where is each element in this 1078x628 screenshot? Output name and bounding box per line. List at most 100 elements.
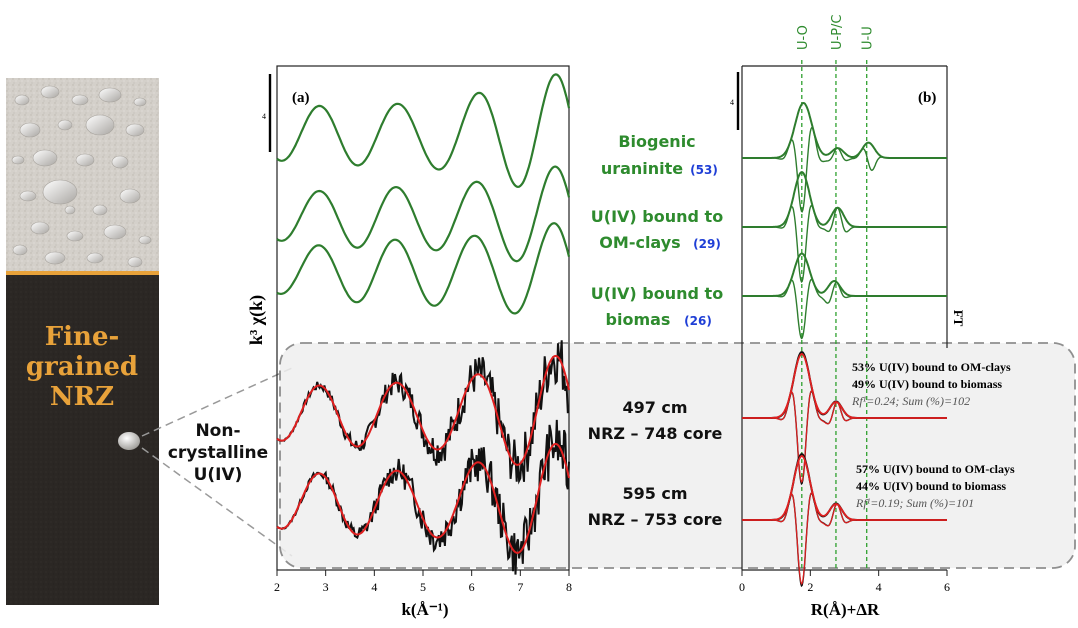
bubble-20 [138, 235, 152, 245]
bubble-4 [133, 97, 147, 107]
fit-1-line3: Rf¹=0.19; Sum (%)=101 [855, 496, 974, 510]
core-interface-line [6, 271, 159, 275]
panel-a-fit-curve-1 [276, 442, 570, 554]
panel-a-tick-label-1: 3 [323, 580, 329, 594]
ref-label-0: Biogenic uraninite (53) [601, 132, 718, 178]
fit-0-line1: 53% U(IV) bound to OM-clays [852, 360, 1011, 374]
panel-a-ref-curve-0 [276, 73, 571, 189]
sample-1-depth: 595 cm [622, 484, 687, 503]
core-bubbles [11, 85, 152, 268]
fit-0-line3: Rf¹=0.24; Sum (%)=102 [851, 394, 970, 408]
callout-text-line3: U(IV) [194, 465, 243, 485]
panel-b-ref-mag-1 [742, 171, 947, 228]
bubble-15 [119, 188, 141, 204]
bubble-11 [75, 153, 95, 167]
panel-b-scale-label: 4 [730, 98, 734, 107]
panel-b-ref-mag-2 [742, 252, 947, 297]
ref-0-citation: (53) [690, 163, 718, 177]
ref-2-line2: biomas [606, 310, 671, 329]
panel-b-label: (b) [918, 90, 936, 106]
bubble-14 [19, 190, 37, 202]
callout-text-line2: crystalline [168, 443, 268, 463]
core-upper-section [6, 78, 159, 273]
bubble-0 [14, 94, 30, 106]
bubble-12 [111, 155, 129, 169]
panel-a-y-label: k³ χ(k) [246, 295, 267, 345]
panel-a-tick-label-6: 8 [566, 580, 572, 594]
bubble-6 [57, 119, 73, 131]
panel-a-tick-label-0: 2 [274, 580, 280, 594]
callout-line-bottom [141, 447, 293, 557]
panel-a-tick-label-2: 4 [371, 580, 377, 594]
ref-1-line2: OM-clays [599, 233, 680, 252]
ref-2-citation: (26) [684, 314, 712, 328]
panel-a-ref-curve-1 [276, 165, 571, 263]
panel-b-ref-mag-0 [742, 101, 947, 159]
panel-b-y-label: FT [951, 310, 966, 327]
reference-labels: Biogenic uraninite (53) U(IV) bound to O… [591, 132, 723, 329]
core-label-line3: NRZ [50, 382, 114, 412]
uiv-nodule [118, 432, 140, 450]
panel-a: (a) 4 2 3 4 5 6 7 8 k(Å⁻¹) k³ χ(k) [246, 65, 572, 619]
bubble-9 [11, 155, 25, 165]
bubble-18 [66, 230, 84, 242]
sample-0-core: NRZ – 748 core [588, 424, 723, 443]
fit-0-line2: 49% U(IV) bound to biomass [852, 377, 1002, 391]
bubble-21 [12, 244, 28, 256]
panel-b-tick-label-2: 4 [876, 580, 882, 594]
panel-a-tick-label-3: 5 [420, 580, 426, 594]
bubble-1 [40, 85, 60, 99]
callout-line-top [141, 367, 293, 437]
bubble-5 [19, 122, 41, 138]
panel-a-ref-curve-2 [276, 222, 571, 315]
panel-b-ref-imag-1 [742, 204, 947, 283]
fit-results: 53% U(IV) bound to OM-clays 49% U(IV) bo… [851, 360, 1015, 510]
shell-label-0: U-O [796, 25, 811, 50]
sample-0-depth: 497 cm [622, 398, 687, 417]
bubble-24 [127, 256, 143, 268]
panel-a-curves [276, 73, 571, 575]
panel-a-fit-curve-0 [276, 354, 570, 466]
fit-1-line1: 57% U(IV) bound to OM-clays [856, 462, 1015, 476]
panel-b-tick-label-3: 6 [944, 580, 950, 594]
ref-label-1: U(IV) bound to OM-clays (29) [591, 207, 723, 252]
bubble-7 [85, 114, 115, 136]
panel-a-tick-label-5: 7 [517, 580, 523, 594]
bubble-22 [44, 251, 66, 265]
panel-b-curves [742, 101, 947, 588]
panel-a-tick-label-4: 6 [469, 580, 475, 594]
ref-1-citation: (29) [693, 237, 721, 251]
panel-b: (b) 4 FT 0 2 4 6 U-O U-P/C U-U R(Å)+ΔR [730, 14, 966, 619]
fit-1-line2: 44% U(IV) bound to biomass [856, 479, 1006, 493]
panel-b-fit-imag-1 [742, 491, 947, 585]
sample-1-core: NRZ – 753 core [588, 510, 723, 529]
panel-b-tick-label-1: 2 [807, 580, 813, 594]
ref-2-line1: U(IV) bound to [591, 284, 723, 303]
panel-b-ref-imag-2 [742, 278, 947, 340]
bubble-3 [98, 87, 122, 103]
shell-markers: U-O U-P/C U-U [796, 14, 876, 570]
panel-b-ref-imag-0 [742, 126, 947, 213]
panel-b-tick-label-0: 0 [739, 580, 745, 594]
panel-a-label: (a) [292, 90, 310, 106]
bubble-19 [103, 224, 127, 240]
ref-1-line1: U(IV) bound to [591, 207, 723, 226]
core-label-line2: grained [26, 352, 138, 382]
panel-a-x-label: k(Å⁻¹) [401, 600, 448, 619]
bubble-17 [30, 221, 50, 235]
panel-b-fit-imag-0 [742, 389, 947, 483]
ref-0-line1: Biogenic [618, 132, 695, 151]
core-label-line1: Fine- [45, 322, 120, 352]
bubble-25 [64, 205, 76, 215]
sediment-core: Fine- grained NRZ [6, 78, 159, 605]
panel-a-x-ticks: 2 3 4 5 6 7 8 [274, 570, 572, 594]
bubble-13 [42, 179, 78, 205]
callout-text-line1: Non- [195, 421, 240, 441]
samples-highlight-box [279, 342, 1076, 569]
bubble-2 [71, 94, 89, 106]
shell-label-2: U-U [861, 26, 876, 50]
sample-labels: 497 cm NRZ – 748 core 595 cm NRZ – 753 c… [588, 398, 723, 529]
panel-b-x-label: R(Å)+ΔR [811, 600, 880, 619]
ref-label-2: U(IV) bound to biomas (26) [591, 284, 723, 329]
bubble-16 [92, 204, 108, 216]
